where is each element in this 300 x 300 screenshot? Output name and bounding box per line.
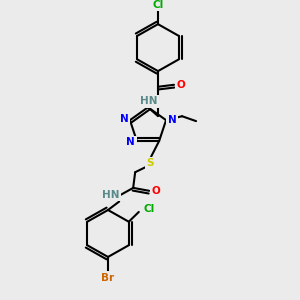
Text: Cl: Cl <box>143 204 154 214</box>
Text: N: N <box>168 115 176 125</box>
Text: N: N <box>120 114 128 124</box>
Text: O: O <box>152 186 161 196</box>
Text: N: N <box>127 137 135 147</box>
Text: S: S <box>146 158 154 168</box>
Text: HN: HN <box>140 96 158 106</box>
Text: O: O <box>177 80 185 90</box>
Text: Br: Br <box>101 272 115 283</box>
Text: HN: HN <box>102 190 120 200</box>
Text: Cl: Cl <box>152 0 164 10</box>
